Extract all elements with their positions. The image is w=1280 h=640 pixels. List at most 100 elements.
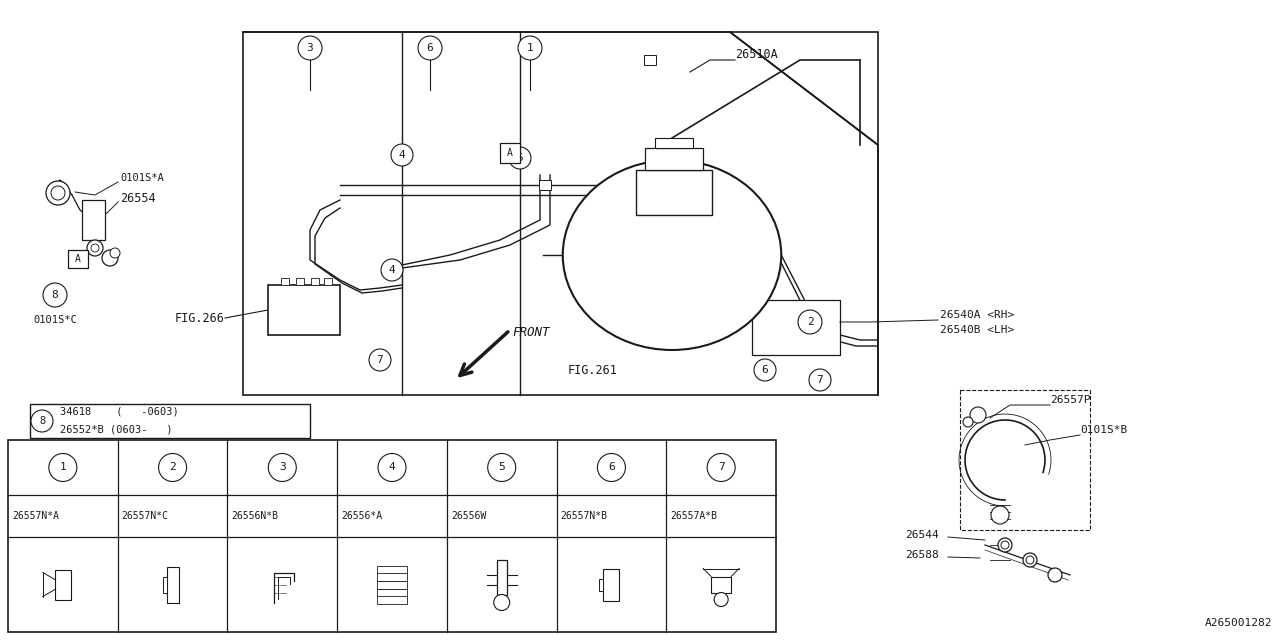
Bar: [539, 180, 550, 190]
Ellipse shape: [563, 160, 781, 350]
Bar: [500, 143, 520, 163]
Bar: [166, 566, 179, 602]
Text: 2: 2: [169, 463, 175, 472]
Text: 6: 6: [608, 463, 614, 472]
Circle shape: [518, 36, 541, 60]
Bar: [324, 278, 332, 285]
Bar: [645, 148, 703, 170]
Bar: [644, 55, 657, 65]
Text: 7: 7: [376, 355, 384, 365]
Bar: [29, 404, 310, 438]
Circle shape: [598, 454, 626, 481]
Text: 26557P: 26557P: [1050, 395, 1091, 405]
Text: 0101S*A: 0101S*A: [120, 173, 164, 183]
Bar: [243, 32, 878, 395]
Bar: [599, 579, 603, 591]
Text: 26552*B (0603-   ): 26552*B (0603- ): [60, 425, 173, 435]
Circle shape: [991, 506, 1009, 524]
Bar: [378, 580, 407, 589]
Text: FIG.266: FIG.266: [175, 312, 225, 324]
Circle shape: [1027, 556, 1034, 564]
Bar: [378, 595, 407, 604]
Text: 5: 5: [498, 463, 506, 472]
Text: 4: 4: [389, 463, 396, 472]
Circle shape: [419, 36, 442, 60]
Circle shape: [51, 186, 65, 200]
Text: 26544: 26544: [905, 530, 938, 540]
Ellipse shape: [593, 186, 751, 324]
Ellipse shape: [608, 200, 736, 310]
Circle shape: [110, 248, 120, 258]
Bar: [82, 200, 105, 240]
Text: 26557A*B: 26557A*B: [671, 511, 717, 521]
Circle shape: [714, 593, 728, 607]
Circle shape: [87, 240, 102, 256]
Text: 26588: 26588: [905, 550, 938, 560]
Circle shape: [44, 283, 67, 307]
Text: 6: 6: [426, 43, 434, 53]
Text: 8: 8: [38, 416, 45, 426]
Bar: [378, 566, 407, 573]
Text: 26557N*B: 26557N*B: [561, 511, 608, 521]
Text: 26557N*C: 26557N*C: [122, 511, 169, 521]
Text: 7: 7: [718, 463, 724, 472]
Circle shape: [797, 310, 822, 334]
Circle shape: [269, 454, 296, 481]
Text: 26556*A: 26556*A: [342, 511, 383, 521]
Circle shape: [31, 410, 52, 432]
Polygon shape: [730, 32, 878, 145]
Text: 26540B <LH>: 26540B <LH>: [940, 325, 1014, 335]
Circle shape: [754, 359, 776, 381]
Text: 3: 3: [279, 463, 285, 472]
Circle shape: [49, 454, 77, 481]
Text: 26510A: 26510A: [735, 49, 778, 61]
Text: 7: 7: [817, 375, 823, 385]
Bar: [296, 278, 305, 285]
Text: 3: 3: [307, 43, 314, 53]
Bar: [55, 570, 70, 600]
Circle shape: [378, 454, 406, 481]
Bar: [753, 300, 840, 355]
Text: 26554: 26554: [120, 191, 156, 205]
Circle shape: [46, 181, 70, 205]
Circle shape: [963, 417, 973, 427]
Circle shape: [390, 144, 413, 166]
Circle shape: [998, 538, 1012, 552]
Circle shape: [494, 595, 509, 611]
Text: 1: 1: [59, 463, 67, 472]
Ellipse shape: [577, 172, 767, 338]
Text: A265001282: A265001282: [1204, 618, 1272, 628]
Circle shape: [381, 259, 403, 281]
Bar: [655, 138, 692, 148]
Circle shape: [1001, 541, 1009, 549]
Circle shape: [509, 147, 531, 169]
Circle shape: [488, 454, 516, 481]
Bar: [603, 568, 620, 600]
Text: 0101S*B: 0101S*B: [1080, 425, 1128, 435]
Bar: [8, 440, 776, 632]
Text: 4: 4: [389, 265, 396, 275]
Text: 26556W: 26556W: [451, 511, 486, 521]
Text: 26557N*A: 26557N*A: [12, 511, 59, 521]
Circle shape: [809, 369, 831, 391]
Text: 0101S*C: 0101S*C: [33, 315, 77, 325]
Text: FIG.261: FIG.261: [568, 364, 618, 376]
Ellipse shape: [625, 214, 719, 296]
Circle shape: [102, 250, 118, 266]
Text: 5: 5: [517, 153, 524, 163]
Bar: [497, 559, 507, 595]
Text: 34618    (   -0603): 34618 ( -0603): [60, 407, 179, 417]
Text: 2: 2: [806, 317, 813, 327]
Text: 4: 4: [398, 150, 406, 160]
Circle shape: [707, 454, 735, 481]
Text: 26556N*B: 26556N*B: [232, 511, 279, 521]
Text: A: A: [76, 254, 81, 264]
Bar: [712, 577, 731, 593]
Bar: [960, 390, 1091, 530]
Circle shape: [159, 454, 187, 481]
Circle shape: [970, 407, 986, 423]
Circle shape: [298, 36, 323, 60]
Bar: [68, 250, 88, 268]
Text: A: A: [507, 148, 513, 158]
Text: 8: 8: [51, 290, 59, 300]
